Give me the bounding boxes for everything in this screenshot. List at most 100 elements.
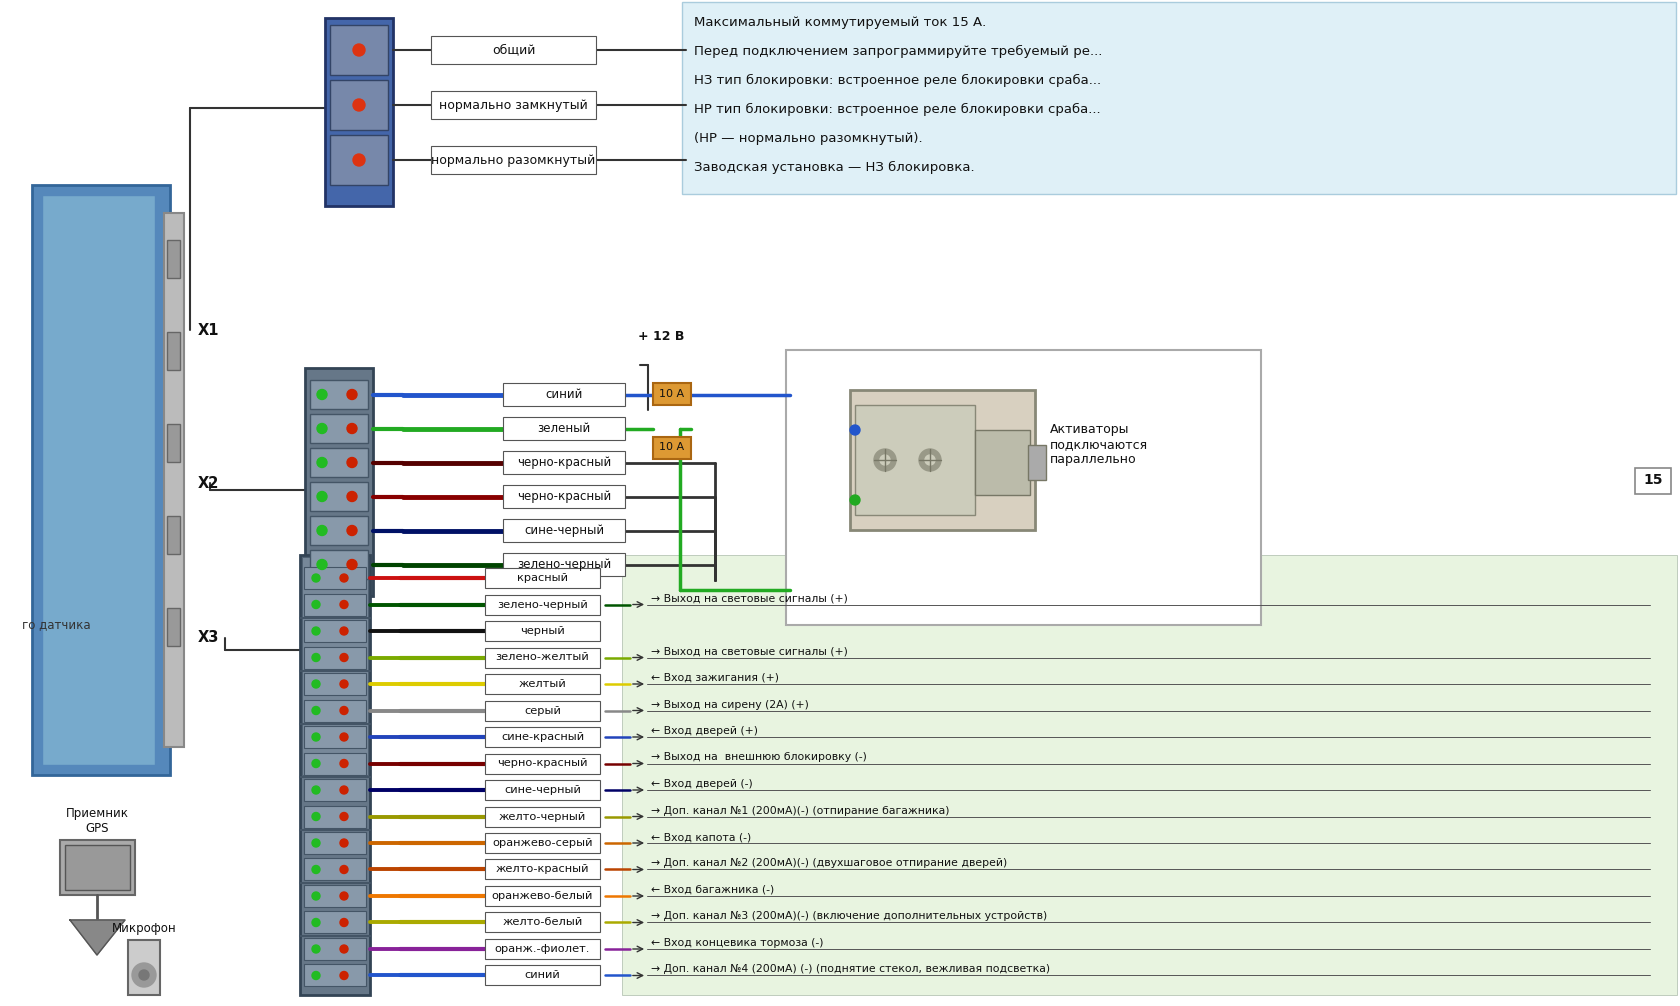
Circle shape: [312, 786, 319, 794]
Bar: [304, 567, 366, 589]
Circle shape: [339, 680, 348, 688]
Circle shape: [353, 154, 365, 166]
Bar: [430, 91, 596, 119]
Text: красный: красный: [517, 573, 568, 583]
Bar: [430, 146, 596, 174]
Text: ← Вход капота (-): ← Вход капота (-): [650, 832, 751, 842]
Circle shape: [339, 733, 348, 741]
Bar: [166, 240, 180, 278]
Bar: [166, 332, 180, 370]
Bar: [304, 699, 366, 721]
Circle shape: [339, 627, 348, 635]
Text: → Доп. канал №2 (200мА)(-) (двухшаговое отпирание дверей): → Доп. канал №2 (200мА)(-) (двухшаговое …: [650, 858, 1006, 868]
Bar: [486, 912, 600, 933]
Text: → Доп. канал №1 (200мА)(-) (отпирание багажника): → Доп. канал №1 (200мА)(-) (отпирание ба…: [650, 806, 949, 816]
Circle shape: [312, 918, 319, 927]
Bar: [304, 752, 366, 775]
Bar: [309, 550, 368, 579]
Bar: [32, 185, 170, 775]
Bar: [304, 911, 366, 934]
Text: желтый: желтый: [519, 679, 566, 689]
Text: зелено-черный: зелено-черный: [516, 558, 612, 571]
Bar: [486, 859, 600, 879]
Circle shape: [339, 813, 348, 821]
Circle shape: [312, 839, 319, 847]
Text: Перед подключением запрограммируйте требуемый ре...: Перед подключением запрограммируйте треб…: [694, 45, 1102, 58]
Bar: [486, 621, 600, 641]
Text: 15: 15: [1643, 473, 1662, 487]
Circle shape: [312, 813, 319, 821]
Circle shape: [346, 389, 356, 399]
Circle shape: [346, 424, 356, 434]
Text: 10 А: 10 А: [659, 388, 684, 398]
Circle shape: [312, 680, 319, 688]
Bar: [304, 779, 366, 801]
Text: черный: черный: [519, 626, 564, 636]
Text: желто-белый: желто-белый: [502, 917, 583, 928]
Bar: [302, 557, 368, 775]
Bar: [324, 18, 393, 206]
Bar: [304, 726, 366, 748]
Text: желто-черный: желто-черный: [499, 812, 586, 822]
Bar: [786, 350, 1260, 625]
Text: нормально разомкнутый: нормально разомкнутый: [432, 154, 595, 167]
Text: оранжево-белый: оранжево-белый: [492, 891, 593, 901]
Text: X1: X1: [198, 323, 220, 337]
Text: X2: X2: [198, 476, 220, 491]
Text: Активаторы
подключаются
параллельно: Активаторы подключаются параллельно: [1050, 424, 1147, 467]
Bar: [304, 965, 366, 987]
Bar: [165, 213, 183, 747]
Bar: [304, 594, 366, 616]
Circle shape: [339, 760, 348, 768]
Bar: [1635, 468, 1670, 494]
Text: Максимальный коммутируемый ток 15 А.: Максимальный коммутируемый ток 15 А.: [694, 16, 986, 29]
Bar: [329, 80, 388, 130]
Text: го датчика: го датчика: [22, 619, 91, 632]
Circle shape: [318, 458, 328, 468]
Bar: [486, 939, 600, 959]
Bar: [309, 516, 368, 545]
Bar: [502, 417, 625, 440]
Text: 10 А: 10 А: [659, 443, 684, 453]
Circle shape: [346, 458, 356, 468]
Bar: [304, 938, 366, 960]
Circle shape: [353, 99, 365, 111]
Bar: [486, 727, 600, 747]
Text: сине-черный: сине-черный: [504, 785, 581, 795]
Circle shape: [133, 963, 156, 987]
Circle shape: [850, 425, 860, 435]
Circle shape: [874, 449, 895, 471]
Text: сине-красный: сине-красный: [501, 732, 583, 742]
Circle shape: [318, 525, 328, 535]
Text: ← Вход багажника (-): ← Вход багажника (-): [650, 885, 774, 895]
Bar: [329, 25, 388, 75]
Text: желто-красный: желто-красный: [496, 864, 590, 874]
Circle shape: [339, 574, 348, 582]
Circle shape: [346, 559, 356, 569]
Text: общий: общий: [492, 43, 534, 56]
Bar: [304, 620, 366, 642]
Text: НР тип блокировки: встроенное реле блокировки сраба...: НР тип блокировки: встроенное реле блоки…: [694, 103, 1100, 116]
Circle shape: [318, 559, 328, 569]
Bar: [486, 648, 600, 668]
Text: оранж.-фиолет.: оранж.-фиолет.: [494, 944, 590, 954]
Bar: [486, 568, 600, 588]
Bar: [486, 833, 600, 853]
Circle shape: [318, 424, 328, 434]
Text: нормально замкнутый: нормально замкнутый: [438, 99, 588, 112]
Text: X3: X3: [198, 631, 220, 646]
Circle shape: [312, 892, 319, 900]
Text: ← Вход дверей (+): ← Вход дверей (+): [650, 726, 758, 736]
Circle shape: [312, 627, 319, 635]
Text: → Выход на световые сигналы (+): → Выход на световые сигналы (+): [650, 647, 847, 657]
Bar: [486, 780, 600, 800]
Text: зелено-желтый: зелено-желтый: [496, 653, 590, 663]
Bar: [430, 36, 596, 64]
Circle shape: [924, 455, 934, 465]
Bar: [502, 553, 625, 576]
Circle shape: [312, 972, 319, 980]
Bar: [974, 430, 1030, 495]
Text: серый: серый: [524, 705, 561, 715]
Bar: [486, 674, 600, 694]
Circle shape: [339, 945, 348, 953]
